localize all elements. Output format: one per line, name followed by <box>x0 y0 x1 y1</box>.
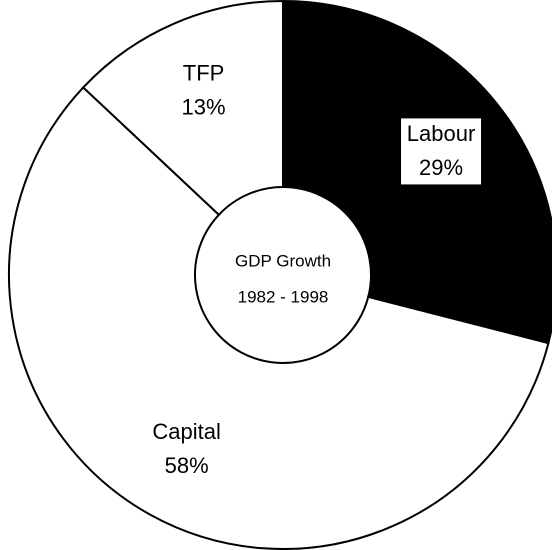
center-title: GDP Growth <box>235 251 331 270</box>
value-label: 13% <box>182 94 226 119</box>
slice-label: TFP <box>183 60 225 85</box>
slice <box>81 0 284 217</box>
slice <box>8 86 550 550</box>
slice-label: Capital <box>152 419 220 444</box>
slice-label: Labour <box>407 121 476 146</box>
value-label: 58% <box>165 453 209 478</box>
center-subtitle: 1982 - 1998 <box>238 287 329 306</box>
label-background <box>401 118 482 185</box>
value-label: 29% <box>419 155 463 180</box>
